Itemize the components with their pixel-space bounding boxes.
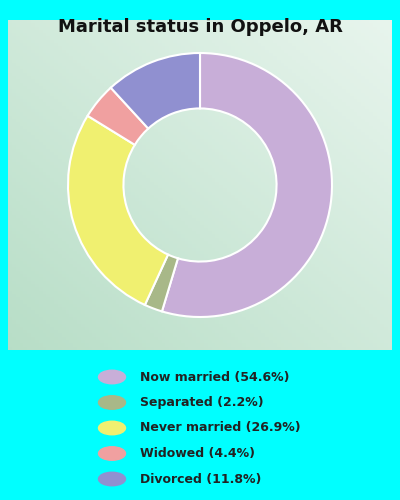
Ellipse shape	[98, 396, 126, 409]
Wedge shape	[145, 254, 178, 312]
Text: Now married (54.6%): Now married (54.6%)	[140, 370, 290, 384]
Text: Marital status in Oppelo, AR: Marital status in Oppelo, AR	[58, 18, 342, 36]
Ellipse shape	[98, 447, 126, 460]
Text: Separated (2.2%): Separated (2.2%)	[140, 396, 264, 409]
Wedge shape	[162, 53, 332, 317]
Ellipse shape	[98, 472, 126, 486]
FancyBboxPatch shape	[0, 14, 400, 356]
Text: Never married (26.9%): Never married (26.9%)	[140, 422, 301, 434]
Text: Divorced (11.8%): Divorced (11.8%)	[140, 472, 261, 486]
Wedge shape	[68, 116, 168, 305]
Text: Widowed (4.4%): Widowed (4.4%)	[140, 447, 255, 460]
Wedge shape	[111, 53, 200, 128]
Ellipse shape	[98, 421, 126, 435]
Wedge shape	[88, 88, 148, 145]
Ellipse shape	[98, 370, 126, 384]
